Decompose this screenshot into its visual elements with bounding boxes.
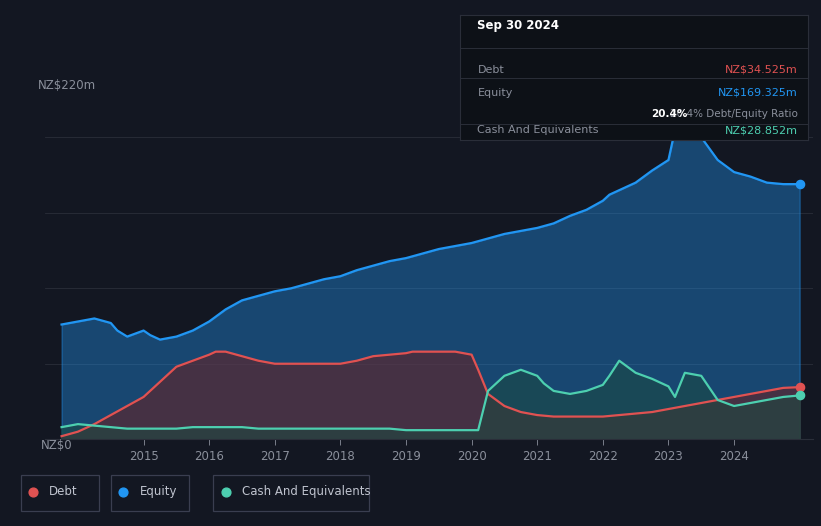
Text: 20.4%: 20.4% [651, 109, 688, 119]
Point [703, 177, 716, 185]
Text: Debt: Debt [49, 485, 78, 498]
Point [793, 180, 806, 188]
Text: NZ$28.852m: NZ$28.852m [725, 125, 797, 135]
Text: NZ$220m: NZ$220m [38, 79, 95, 92]
Text: NZ$169.325m: NZ$169.325m [718, 87, 797, 97]
Text: Cash And Equivalents: Cash And Equivalents [477, 125, 599, 135]
Point [793, 383, 806, 391]
Text: Cash And Equivalents: Cash And Equivalents [242, 485, 371, 498]
Text: 20.4% Debt/Equity Ratio: 20.4% Debt/Equity Ratio [670, 109, 797, 119]
FancyBboxPatch shape [213, 476, 369, 511]
Text: Debt: Debt [477, 65, 504, 75]
FancyBboxPatch shape [111, 476, 189, 511]
FancyBboxPatch shape [21, 476, 99, 511]
Text: Equity: Equity [140, 485, 177, 498]
Text: NZ$34.525m: NZ$34.525m [725, 65, 797, 75]
Text: NZ$0: NZ$0 [41, 439, 73, 452]
Text: Sep 30 2024: Sep 30 2024 [477, 19, 559, 33]
Point [793, 391, 806, 400]
Text: Equity: Equity [477, 87, 513, 97]
